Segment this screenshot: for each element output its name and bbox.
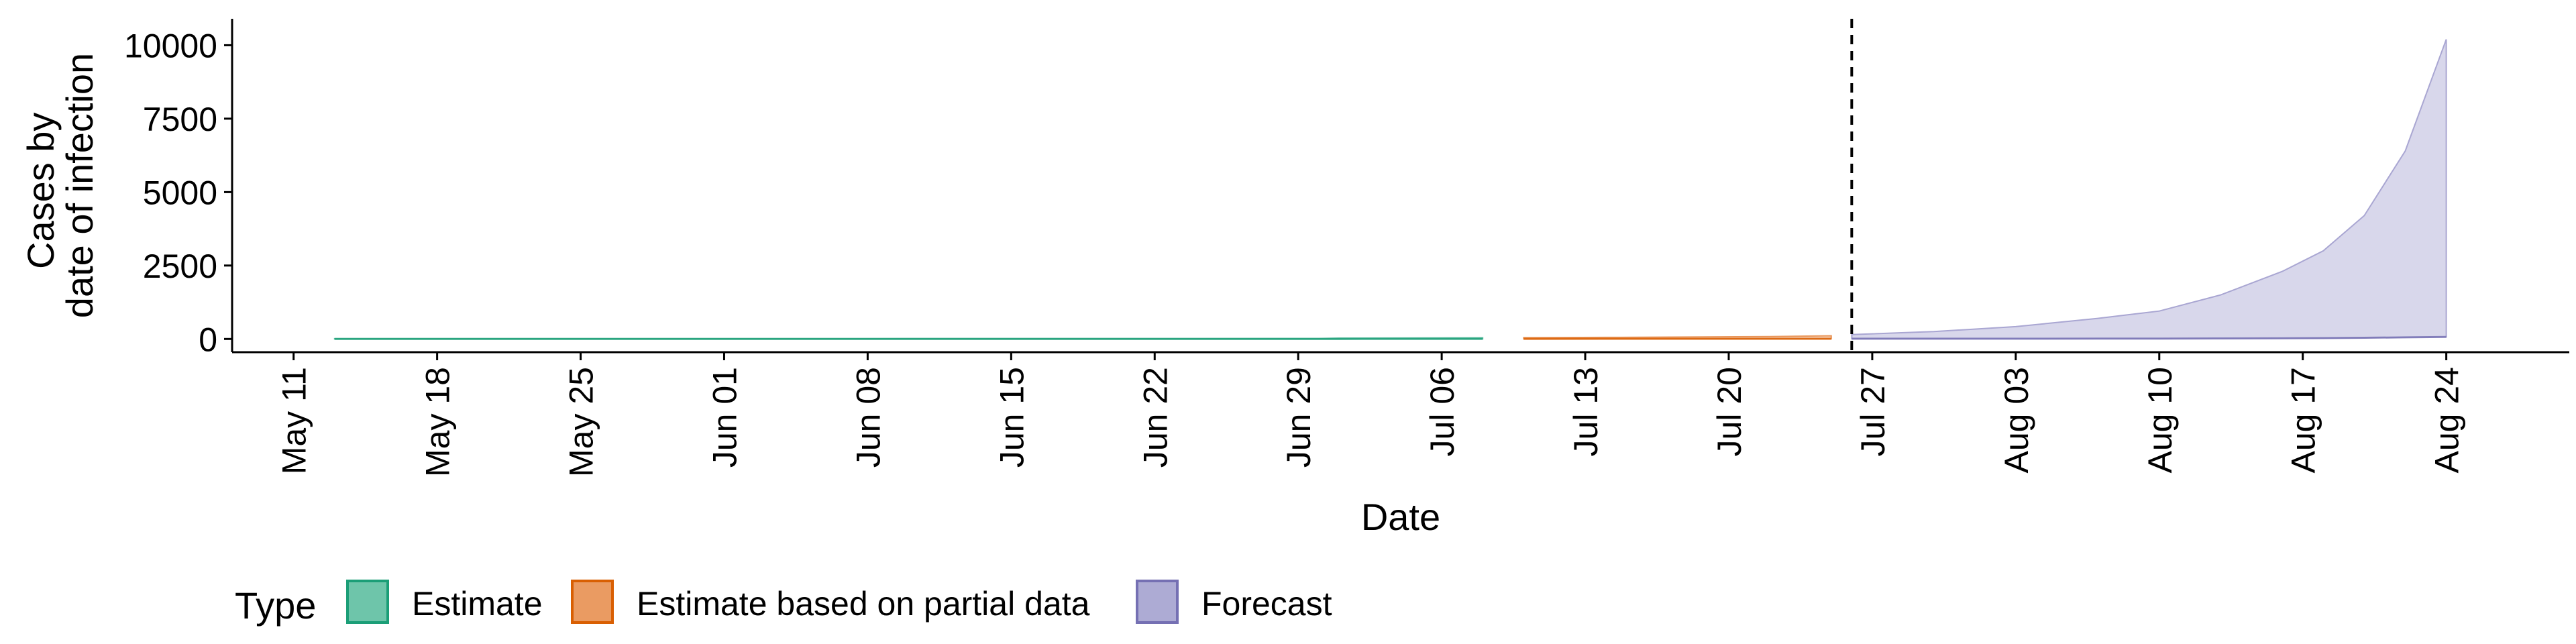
x-tick-label: Jun 01: [706, 367, 743, 468]
legend-key-estimate: [346, 580, 389, 624]
legend: Type Estimate Estimate based on partial d…: [235, 580, 1332, 627]
x-tick-label: Jul 27: [1854, 367, 1892, 456]
x-axis-ticks: May 11 May 18 May 25 Jun 01 Jun 08 Jun 15 Jun …: [276, 352, 2466, 477]
x-tick-label: Aug 17: [2285, 367, 2322, 473]
x-tick-label: Jul 20: [1711, 367, 1748, 456]
x-tick-label: Jun 08: [849, 367, 887, 468]
legend-title: Type: [235, 584, 316, 627]
legend-label-forecast: Forecast: [1201, 585, 1332, 623]
series-areas: [333, 39, 2447, 340]
y-axis-title: Cases by date of infection: [19, 53, 101, 318]
y-tick-label: 2500: [143, 248, 217, 285]
x-tick-label: Aug 24: [2428, 367, 2466, 473]
y-tick-label: 10000: [124, 27, 217, 64]
x-tick-label: Jun 22: [1136, 367, 1174, 468]
y-tick-label: 7500: [143, 101, 217, 138]
x-tick-label: Aug 10: [2141, 367, 2179, 473]
x-tick-label: Jul 06: [1424, 367, 1461, 456]
y-axis-ticks: 0 2500 5000 7500 10000: [124, 27, 232, 358]
x-tick-label: Jun 29: [1280, 367, 1318, 468]
legend-label-estimate: Estimate: [412, 585, 543, 623]
x-tick-label: Jun 15: [993, 367, 1030, 468]
x-tick-label: May 11: [276, 367, 313, 474]
x-axis-title: Date: [1361, 496, 1440, 538]
axes: [231, 19, 2569, 354]
y-axis-title-line-2: date of infection: [58, 53, 101, 318]
x-tick-label: May 25: [563, 367, 600, 477]
legend-label-estimate-based-on-partial-data: Estimate based on partial data: [637, 585, 1090, 623]
legend-key-forecast: [1136, 580, 1179, 624]
line-forecast: [1851, 335, 2447, 340]
legend-key-estimate-based-on-partial-data: [571, 580, 614, 624]
y-tick-label: 5000: [143, 174, 217, 211]
y-tick-label: 0: [199, 321, 217, 358]
x-tick-label: Jul 13: [1567, 367, 1605, 456]
area-forecast: [1851, 39, 2447, 339]
y-axis-title-line-1: Cases by: [19, 113, 62, 269]
x-tick-label: May 18: [419, 367, 457, 477]
x-tick-label: Aug 03: [1998, 367, 2035, 473]
